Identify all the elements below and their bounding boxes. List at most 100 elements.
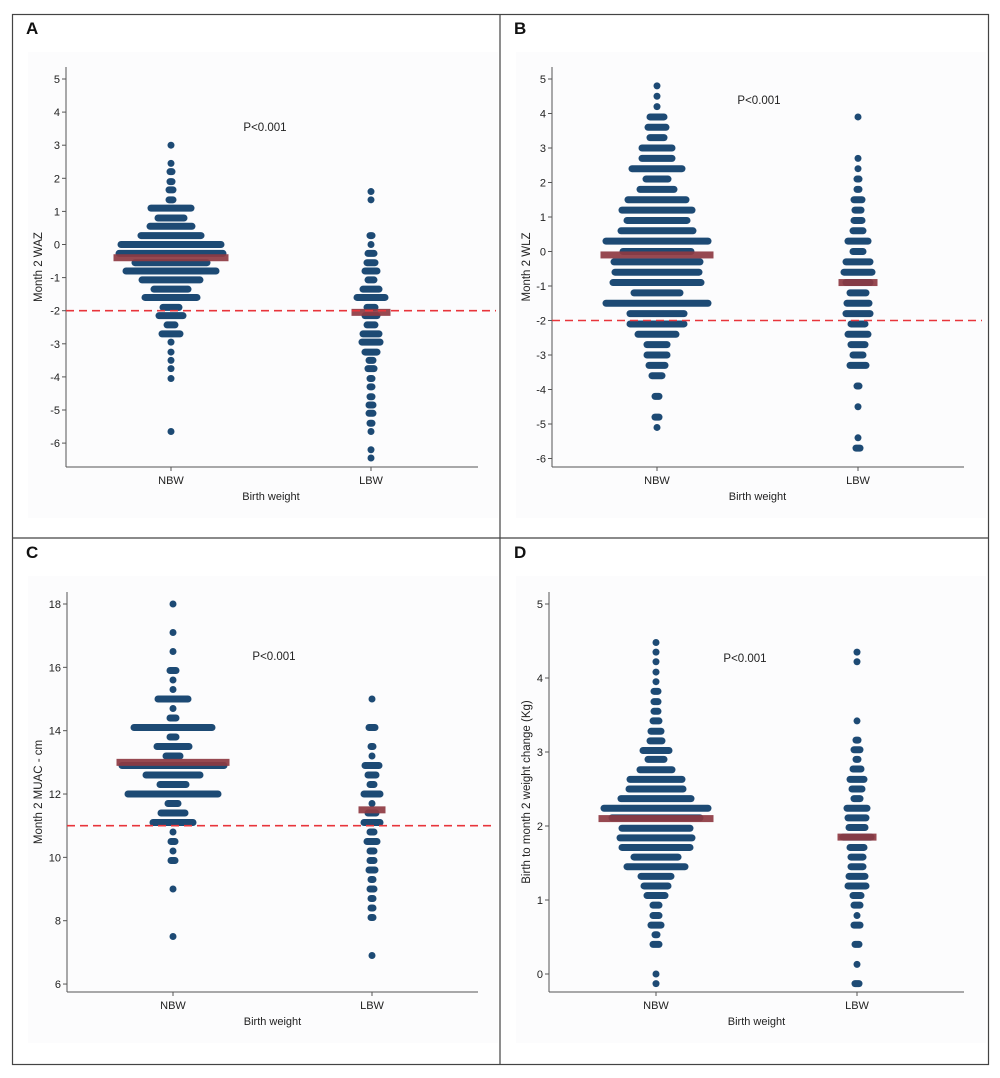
dot-row-lbw	[845, 872, 869, 880]
dot-row-nbw	[169, 933, 177, 941]
dot-row-lbw	[365, 866, 379, 874]
dot-row-nbw	[165, 196, 177, 204]
y-tick-label: -6	[50, 438, 60, 450]
dot-row-lbw	[852, 736, 862, 744]
p-value-annotation: P<0.001	[737, 95, 780, 107]
x-axis-label: Birth weight	[728, 1016, 785, 1028]
dot-row-nbw	[154, 695, 192, 703]
dot-row-nbw	[166, 168, 176, 176]
mean-marker-lbw	[837, 833, 877, 841]
dot-row-nbw	[137, 232, 205, 240]
y-tick-label: 6	[55, 979, 61, 991]
dot-row-nbw	[626, 320, 688, 328]
y-tick-label: -3	[50, 339, 60, 351]
dot-row-nbw	[636, 766, 676, 774]
dot-row-lbw	[367, 895, 377, 903]
dot-row-nbw	[166, 714, 180, 722]
y-tick-label: -1	[50, 273, 60, 285]
dot-row-lbw	[367, 446, 375, 454]
dot-row-lbw	[847, 320, 869, 328]
dot-row-nbw	[652, 648, 660, 656]
dot-row-nbw	[158, 330, 184, 338]
dot-row-lbw	[850, 795, 864, 803]
dot-row-nbw	[650, 707, 662, 715]
dot-row-nbw	[167, 428, 175, 436]
plot-background	[516, 52, 986, 518]
dot-row-nbw	[616, 834, 696, 842]
panel-letter: A	[26, 19, 38, 38]
dot-row-lbw	[845, 823, 869, 831]
x-tick-label: LBW	[360, 1000, 384, 1012]
dot-row-lbw	[853, 648, 861, 656]
dot-row-lbw	[844, 814, 870, 822]
dot-row-nbw	[644, 755, 668, 763]
dot-row-lbw	[364, 276, 378, 284]
dot-row-lbw	[367, 428, 375, 436]
dot-row-lbw	[367, 914, 377, 922]
y-axis-label: Birth to month 2 weight change (Kg)	[521, 700, 533, 884]
dot-row-nbw	[646, 134, 668, 142]
dot-row-lbw	[853, 658, 861, 666]
dot-row-lbw	[364, 249, 378, 257]
dot-row-lbw	[846, 843, 868, 851]
dot-row-lbw	[848, 785, 866, 793]
y-tick-label: -3	[536, 350, 546, 362]
x-tick-label: NBW	[160, 1000, 186, 1012]
y-tick-label: 4	[537, 673, 543, 685]
dot-row-lbw	[854, 154, 862, 162]
dot-row-nbw	[122, 267, 220, 275]
y-tick-label: 0	[540, 247, 546, 259]
dot-row-lbw	[366, 232, 376, 240]
y-tick-label: 3	[54, 140, 60, 152]
y-tick-label: 3	[537, 747, 543, 759]
dot-row-lbw	[368, 695, 376, 703]
x-tick-label: NBW	[643, 1000, 669, 1012]
dot-row-nbw	[623, 863, 689, 871]
dot-row-nbw	[617, 795, 695, 803]
y-tick-label: 4	[54, 107, 60, 119]
dot-row-nbw	[166, 178, 176, 186]
dot-row-nbw	[652, 668, 660, 676]
dot-row-lbw	[850, 746, 864, 754]
dot-row-nbw	[643, 351, 671, 359]
dot-row-nbw	[150, 285, 192, 293]
dot-row-lbw	[360, 790, 384, 798]
dot-row-lbw	[353, 293, 389, 301]
y-tick-label: 18	[49, 599, 61, 611]
dot-row-nbw	[155, 312, 187, 320]
y-tick-label: 8	[55, 916, 61, 928]
dot-row-nbw	[653, 423, 661, 431]
dot-row-lbw	[366, 885, 378, 893]
x-axis-label: Birth weight	[244, 1016, 301, 1028]
dot-row-lbw	[843, 804, 871, 812]
dot-row-lbw	[367, 904, 377, 912]
dot-row-nbw	[652, 638, 660, 646]
y-tick-label: 16	[49, 662, 61, 674]
dot-row-lbw	[366, 857, 378, 865]
dot-row-lbw	[364, 771, 380, 779]
dot-row-nbw	[602, 237, 712, 245]
y-tick-label: 5	[54, 74, 60, 86]
dot-row-nbw	[169, 648, 177, 656]
dot-row-nbw	[138, 276, 204, 284]
dot-row-nbw	[157, 809, 189, 817]
dot-row-nbw	[650, 687, 662, 695]
dot-row-lbw	[851, 940, 863, 948]
dot-row-lbw	[366, 393, 376, 401]
mean-marker-nbw	[598, 815, 714, 823]
panel-letter: D	[514, 543, 526, 562]
x-tick-label: NBW	[644, 475, 670, 487]
dot-row-nbw	[146, 222, 196, 230]
panel-d: D 5 4 3 2 1 0 NBW LBW Birth weight Birth to month …	[514, 543, 986, 1043]
dot-row-lbw	[853, 185, 863, 193]
dot-row-nbw	[167, 159, 175, 167]
dot-row-lbw	[364, 365, 378, 373]
dot-row-nbw	[167, 375, 175, 383]
x-tick-label: NBW	[158, 475, 184, 487]
dot-row-nbw	[653, 103, 661, 111]
dot-row-nbw	[652, 678, 660, 686]
dot-row-nbw	[624, 196, 690, 204]
dot-row-nbw	[154, 214, 188, 222]
dot-row-lbw	[367, 876, 377, 884]
dot-row-nbw	[167, 838, 179, 846]
